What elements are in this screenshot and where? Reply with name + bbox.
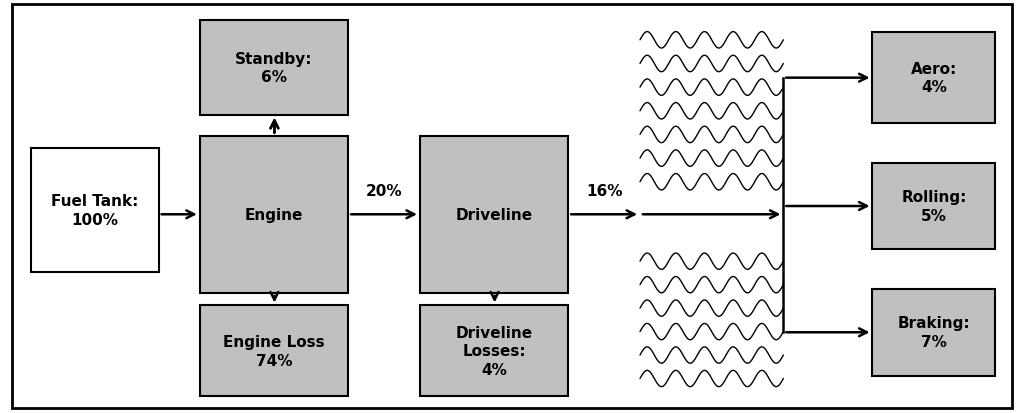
Text: 16%: 16%: [586, 183, 623, 198]
Text: Braking:
7%: Braking: 7%: [898, 316, 970, 349]
Bar: [420, 306, 568, 396]
Bar: [872, 163, 995, 250]
Text: Engine: Engine: [245, 207, 303, 222]
Bar: [420, 136, 568, 293]
Bar: [872, 33, 995, 124]
Bar: [31, 149, 159, 273]
Bar: [200, 306, 348, 396]
Bar: [200, 21, 348, 116]
Text: Aero:
4%: Aero: 4%: [910, 62, 957, 95]
Text: Rolling:
5%: Rolling: 5%: [901, 190, 967, 223]
Text: Driveline
Losses:
4%: Driveline Losses: 4%: [456, 325, 532, 377]
Bar: [200, 136, 348, 293]
Text: Standby:
6%: Standby: 6%: [236, 51, 312, 85]
Text: 20%: 20%: [366, 183, 402, 198]
Text: Driveline: Driveline: [456, 207, 532, 222]
Bar: [872, 289, 995, 376]
Text: Fuel Tank:
100%: Fuel Tank: 100%: [51, 194, 138, 228]
Text: Engine Loss
74%: Engine Loss 74%: [223, 334, 325, 368]
